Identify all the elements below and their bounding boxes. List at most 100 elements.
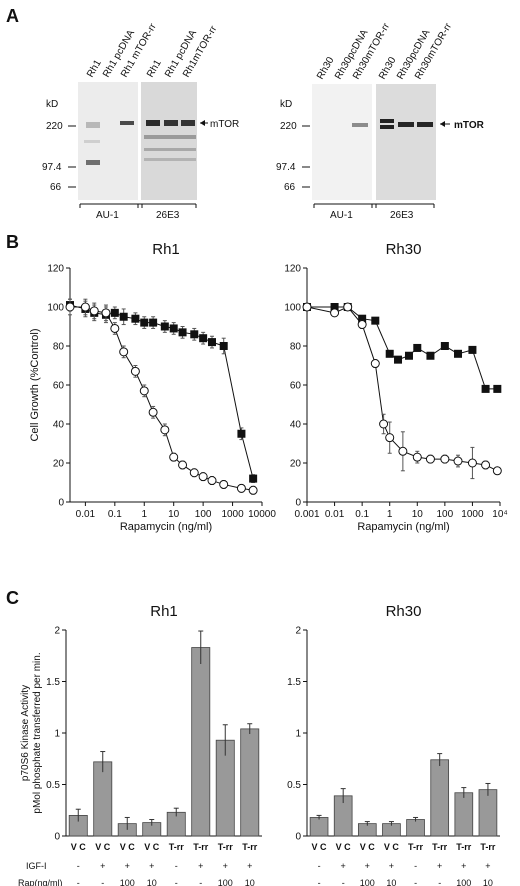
igf-cell: -: [414, 861, 417, 871]
igf-cell: +: [125, 861, 130, 871]
data-point-circle: [248, 485, 258, 495]
y-tick-label: 0: [295, 498, 301, 509]
data-point-square: [178, 328, 187, 337]
y-tick-label: 1: [295, 729, 301, 740]
igf-cell: +: [149, 861, 154, 871]
data-point-square: [413, 343, 422, 352]
antibody-label: AU-1: [96, 210, 119, 221]
category-label: T-rr: [432, 842, 448, 852]
data-point-circle: [148, 407, 158, 417]
rap-cell: -: [438, 878, 441, 886]
lane-label: Rh1: [145, 58, 164, 80]
igf-cell: -: [175, 861, 178, 871]
y-tick-label: 0.5: [46, 780, 60, 791]
y-tick-label: 40: [290, 420, 302, 431]
data-point-circle: [302, 302, 312, 312]
lane-label: Rh1: [85, 58, 104, 80]
marker-label: 97.4: [42, 162, 62, 173]
data-point-circle: [398, 446, 408, 456]
data-point-circle: [89, 306, 99, 316]
left-blot-lane-labels: Rh1 Rh1 pcDNA Rh1 mTOR-rr Rh1 Rh1 pcDNA …: [85, 21, 220, 79]
category-label: T-rr: [169, 842, 185, 852]
igf-cell: +: [223, 861, 228, 871]
growth-chart-rh1: 0 20 40 60 80 100 120 0.01 0.1 1 10 100 1000 10000 Rh1…: [29, 241, 276, 533]
bar: [430, 759, 450, 837]
x-tick-label: 0.1: [355, 509, 369, 520]
marker-label: 66: [284, 182, 296, 193]
rap-cell: -: [414, 878, 417, 886]
category-label: V C: [120, 842, 136, 852]
data-point-circle: [101, 308, 111, 318]
data-point-circle: [357, 320, 367, 330]
data-point-square: [219, 342, 228, 350]
y-axis-label: pMol phosphate transferred per min.: [32, 652, 43, 813]
igf-cell: +: [198, 861, 203, 871]
data-point-circle: [65, 302, 75, 312]
category-label: V C: [360, 842, 376, 852]
data-point-circle: [467, 458, 477, 468]
series-line: [69, 304, 254, 479]
category-label: T-rr: [408, 842, 424, 852]
igf-cell: +: [100, 861, 105, 871]
marker-label: 220: [46, 121, 63, 132]
data-point-square: [454, 349, 463, 358]
bar: [309, 817, 329, 837]
antibody-label: 26E3: [156, 210, 180, 221]
igf-cell: +: [389, 861, 394, 871]
row-label-rap: Rap(ng/ml): [18, 878, 63, 886]
x-tick-label: 10000: [248, 509, 276, 520]
data-point-square: [440, 342, 449, 350]
data-point-square: [358, 314, 367, 323]
data-point-circle: [330, 308, 340, 318]
mtor-band-label: mTOR: [210, 119, 239, 130]
igf-cell: +: [247, 861, 252, 871]
y-tick-label: 20: [53, 459, 65, 470]
data-point-circle: [80, 302, 90, 312]
category-label: V C: [95, 842, 111, 852]
x-tick-label: 100: [195, 509, 212, 520]
data-point-circle: [370, 359, 380, 369]
rap-cell: -: [101, 878, 104, 886]
data-point-square: [110, 308, 119, 317]
data-point-circle: [219, 479, 229, 489]
data-point-square: [404, 351, 413, 360]
igf-cell: +: [437, 861, 442, 871]
right-blot-lane-labels: Rh30 Rh30pcDNA Rh30mTOR-rr Rh30 Rh30pcDN…: [315, 21, 454, 82]
data-point-circle: [207, 476, 217, 486]
data-point-circle: [169, 452, 179, 462]
x-tick-label: 100: [437, 509, 454, 520]
data-point-square: [371, 316, 380, 325]
data-point-circle: [440, 454, 450, 464]
bar: [240, 728, 260, 837]
rap-cell: 100: [218, 878, 233, 886]
rap-cell: 10: [386, 878, 396, 886]
data-point-circle: [160, 425, 170, 435]
x-tick-label: 10: [168, 509, 180, 520]
rap-cell: -: [175, 878, 178, 886]
kd-label: kD: [46, 99, 58, 110]
kinase-chart-rh1: 0 0.5 1 1.5 2 Rh1 p70S6 Kinase Activity pMol ph…: [18, 603, 262, 886]
category-label: T-rr: [193, 842, 209, 852]
data-point-square: [330, 303, 339, 311]
data-point-square: [169, 324, 178, 333]
y-tick-label: 1.5: [46, 677, 60, 688]
rap-cell: 10: [483, 878, 493, 886]
mtor-band-label: mTOR: [454, 120, 485, 131]
data-point-circle: [425, 454, 435, 464]
y-tick-label: 80: [53, 342, 65, 353]
category-label: V C: [312, 842, 328, 852]
data-point-circle: [189, 468, 199, 478]
category-label: V C: [71, 842, 87, 852]
data-point-circle: [379, 419, 389, 429]
data-point-square: [493, 384, 502, 393]
x-tick-label: 10: [412, 509, 424, 520]
data-point-circle: [178, 460, 188, 470]
x-tick-label: 1000: [221, 509, 244, 520]
igf-cell: +: [485, 861, 490, 871]
blot-image-au1-left: [78, 82, 138, 200]
rap-cell: 100: [360, 878, 375, 886]
panel-c-letter: C: [6, 588, 19, 608]
chart-title: Rh30: [386, 241, 422, 258]
category-label: V C: [336, 842, 352, 852]
data-point-circle: [110, 323, 120, 333]
